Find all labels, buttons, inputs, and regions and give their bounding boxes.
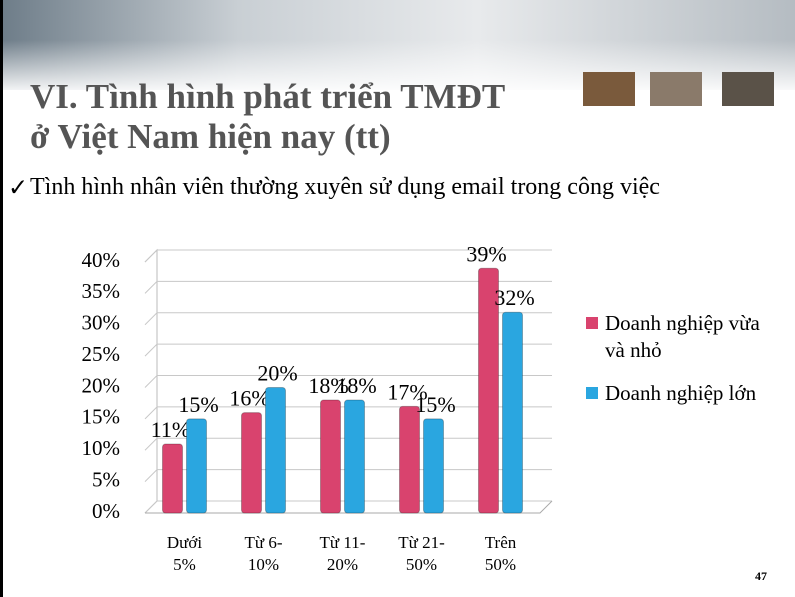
- bar: [478, 267, 499, 514]
- grid-line: [144, 249, 552, 263]
- value-label: 16%: [229, 386, 269, 411]
- x-tick-label: Trên 50%: [484, 533, 517, 574]
- x-tick-label: Từ 21-50%: [398, 533, 445, 574]
- x-tick-label: Từ 11-20%: [319, 533, 366, 574]
- value-label: 11%: [151, 417, 191, 442]
- thumbnail: [583, 72, 635, 106]
- bar: [423, 418, 444, 514]
- y-tick-label: 10%: [82, 436, 121, 460]
- grid-line: [144, 343, 552, 357]
- y-tick-label: 15%: [82, 405, 121, 429]
- grid-line: [144, 406, 552, 420]
- value-label: 15%: [415, 392, 455, 417]
- bar: [320, 399, 341, 514]
- value-label: 20%: [257, 361, 297, 386]
- y-tick-label: 5%: [92, 467, 120, 491]
- legend-label: Doanh nghiệp vừa và nhỏ: [605, 311, 760, 362]
- bar: [186, 418, 207, 514]
- grid-line: [144, 469, 552, 482]
- grid-line: [144, 280, 552, 294]
- value-label: 15%: [178, 392, 218, 417]
- legend-label: Doanh nghiệp lớn: [605, 381, 757, 405]
- value-label: 39%: [466, 241, 506, 266]
- value-label: 17%: [387, 379, 427, 404]
- slide-title: VI. Tình hình phát triển TMĐT: [30, 77, 505, 116]
- y-tick-label: 20%: [82, 373, 121, 397]
- legend-swatch: [586, 387, 598, 399]
- grid-line: [144, 500, 552, 514]
- value-label: 18%: [308, 373, 348, 398]
- grid-line: [144, 312, 552, 326]
- y-tick-label: 35%: [82, 279, 121, 303]
- grid-line: [144, 437, 552, 451]
- y-tick-label: 40%: [82, 248, 121, 272]
- x-tick-label: Từ 6-10%: [244, 533, 283, 574]
- grid-line: [144, 375, 552, 388]
- bar: [399, 405, 420, 514]
- thumbnail: [650, 72, 702, 106]
- value-label: 18%: [336, 373, 376, 398]
- bar: [241, 412, 262, 514]
- page-number: 47: [755, 569, 767, 583]
- x-tick-label: Dưới 5%: [166, 533, 203, 574]
- bullet-mark: ✓: [8, 176, 28, 202]
- left-border: [0, 0, 3, 597]
- bullet-text: Tình hình nhân viên thường xuyên sử dụng…: [30, 174, 660, 200]
- bar: [502, 311, 523, 514]
- bar: [265, 387, 286, 514]
- bar: [162, 443, 183, 514]
- y-tick-label: 0%: [92, 499, 120, 523]
- bar: [344, 399, 365, 514]
- y-tick-label: 25%: [82, 342, 121, 366]
- value-label: 32%: [494, 285, 534, 310]
- legend-swatch: [586, 317, 598, 329]
- y-tick-label: 30%: [82, 311, 121, 335]
- slide-title: ở Việt Nam hiện nay (tt): [30, 117, 391, 156]
- thumbnail: [722, 72, 774, 106]
